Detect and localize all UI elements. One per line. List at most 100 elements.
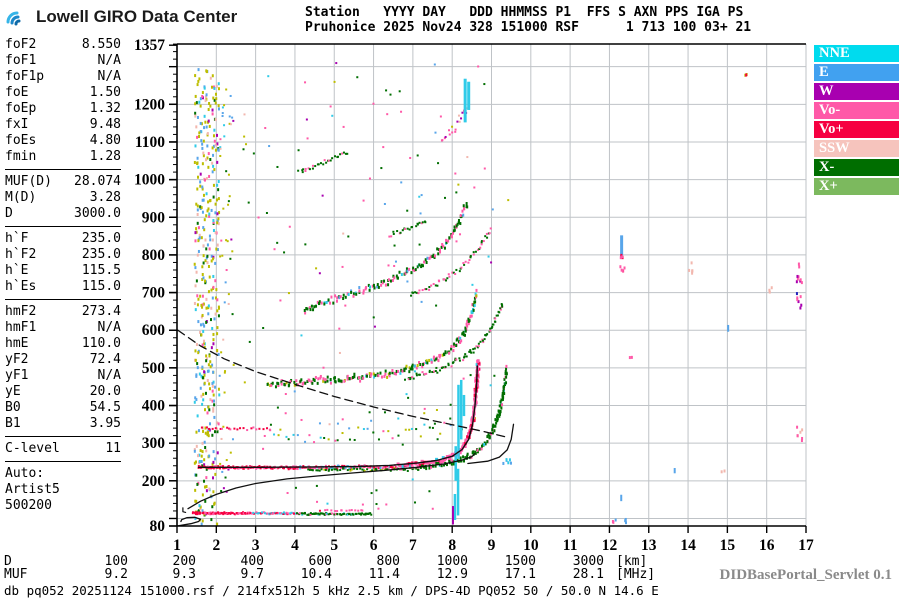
param-row-yf1: yF1 N/A <box>5 368 121 384</box>
param-row-fxi: fxI 9.48 <box>5 117 121 133</box>
param-value: 235.0 <box>81 231 121 246</box>
row-value: 17.1 <box>504 567 536 582</box>
row-value: 9.7 <box>240 567 264 582</box>
param-row-hmf2: hmF2 273.4 <box>5 304 121 320</box>
param-value: 1.28 <box>89 149 121 164</box>
param-value: 110.0 <box>81 336 121 351</box>
svg-text:200: 200 <box>142 473 166 490</box>
station-header-columns: Station YYYY DAY DDD HHMMSS P1 FFS S AXN… <box>305 5 744 20</box>
param-label: foF2 <box>5 37 37 52</box>
param-row-foes: foEs 4.80 <box>5 133 121 149</box>
param-label: D <box>5 206 13 221</box>
param-value: N/A <box>97 320 121 335</box>
row-value: 3000 <box>572 554 604 569</box>
param-value: 1.50 <box>89 85 121 100</box>
param-row-hme: hmE 110.0 <box>5 336 121 352</box>
svg-text:1200: 1200 <box>134 96 165 113</box>
param-row-hmf1: hmF1 N/A <box>5 320 121 336</box>
page-title: Lowell GIRO Data Center <box>36 7 238 26</box>
svg-text:7: 7 <box>409 537 417 554</box>
param-label: foEp <box>5 101 37 116</box>
row-value: 600 <box>308 554 332 569</box>
param-row-md: M(D) 3.28 <box>5 190 121 206</box>
param-value: 8.550 <box>81 37 121 52</box>
param-row-hes: h`Es 115.0 <box>5 279 121 295</box>
param-value: 3000.0 <box>74 206 121 221</box>
row-value: 10.4 <box>300 567 332 582</box>
divider <box>5 226 121 227</box>
param-value: N/A <box>97 69 121 84</box>
row-unit: [MHz] <box>616 567 656 582</box>
legend-item-ssw: SSW <box>814 140 899 157</box>
param-value: 9.48 <box>89 117 121 132</box>
svg-text:13: 13 <box>641 537 657 554</box>
param-label: hmE <box>5 336 29 351</box>
param-value: 273.4 <box>81 304 121 319</box>
svg-text:11: 11 <box>563 537 578 554</box>
param-value: 3.95 <box>89 416 121 431</box>
param-row-fof2: foF2 8.550 <box>5 37 121 53</box>
param-row-he: h`E 115.5 <box>5 263 121 279</box>
row-value: 12.9 <box>436 567 468 582</box>
param-label: Auto: <box>5 466 45 481</box>
param-row-500200: 500200 <box>5 498 121 514</box>
divider <box>5 461 121 462</box>
svg-text:5: 5 <box>330 537 338 554</box>
svg-text:16: 16 <box>759 537 775 554</box>
svg-text:1000: 1000 <box>134 172 165 189</box>
param-value: N/A <box>97 368 121 383</box>
divider <box>5 299 121 300</box>
param-row-fof1p: foF1p N/A <box>5 69 121 85</box>
svg-text:3: 3 <box>252 537 260 554</box>
param-label: MUF(D) <box>5 174 52 189</box>
svg-text:300: 300 <box>142 435 166 452</box>
param-value: 20.0 <box>89 384 121 399</box>
param-row-mufd: MUF(D) 28.074 <box>5 174 121 190</box>
legend-item-vo: Vo+ <box>814 121 899 138</box>
svg-text:1357: 1357 <box>134 37 165 54</box>
param-value: 72.4 <box>89 352 121 367</box>
param-value: 11 <box>105 441 121 456</box>
svg-text:14: 14 <box>680 537 696 554</box>
row-value: 100 <box>104 554 128 569</box>
param-label: B1 <box>5 416 21 431</box>
param-label: 500200 <box>5 498 52 513</box>
param-value: N/A <box>97 53 121 68</box>
param-value: 4.80 <box>89 133 121 148</box>
param-row-foe: foE 1.50 <box>5 85 121 101</box>
divider <box>5 436 121 437</box>
muf-table-row-d: D 100 200 400 600 800 1000 1500 3000 [km] <box>4 555 655 568</box>
param-row-ye: yE 20.0 <box>5 384 121 400</box>
param-label: Artist5 <box>5 482 60 497</box>
param-label: B0 <box>5 400 21 415</box>
legend-item-vo: Vo- <box>814 102 899 119</box>
param-row-foep: foEp 1.32 <box>5 101 121 117</box>
legend-item-nne: NNE <box>814 45 899 62</box>
scaled-parameters-panel: foF2 8.550 foF1 N/A foF1p N/A foE 1.50 foEp 1.32 f… <box>5 37 121 514</box>
param-label: fxI <box>5 117 29 132</box>
param-row-clevel: C-level 11 <box>5 441 121 457</box>
row-label: MUF <box>4 567 28 582</box>
station-header-values: Pruhonice 2025 Nov24 328 151000 RSF 1 71… <box>305 19 752 35</box>
legend-item-w: W <box>814 83 899 100</box>
muf-table-row-muf: MUF 9.2 9.3 9.7 10.4 11.4 12.9 17.1 28.1 [MHz] <box>4 568 655 581</box>
svg-text:9: 9 <box>488 537 496 554</box>
param-row-fof1: foF1 N/A <box>5 53 121 69</box>
svg-text:15: 15 <box>720 537 736 554</box>
param-row-d: D 3000.0 <box>5 206 121 222</box>
param-label: M(D) <box>5 190 37 205</box>
svg-text:6: 6 <box>370 537 378 554</box>
legend-item-x: X- <box>814 159 899 176</box>
svg-text:1: 1 <box>173 537 181 554</box>
row-value: 1500 <box>504 554 536 569</box>
giro-wave-icon <box>6 4 30 30</box>
param-value: 28.074 <box>74 174 121 189</box>
muf-table: D 100 200 400 600 800 1000 1500 3000 [km] MUF 9.2 9.… <box>4 555 655 581</box>
param-row-artist5: Artist5 <box>5 482 121 498</box>
row-value: 800 <box>376 554 400 569</box>
param-row-b0: B0 54.5 <box>5 400 121 416</box>
param-label: foF1p <box>5 69 45 84</box>
param-value: 235.0 <box>81 247 121 262</box>
param-value: 3.28 <box>89 190 121 205</box>
